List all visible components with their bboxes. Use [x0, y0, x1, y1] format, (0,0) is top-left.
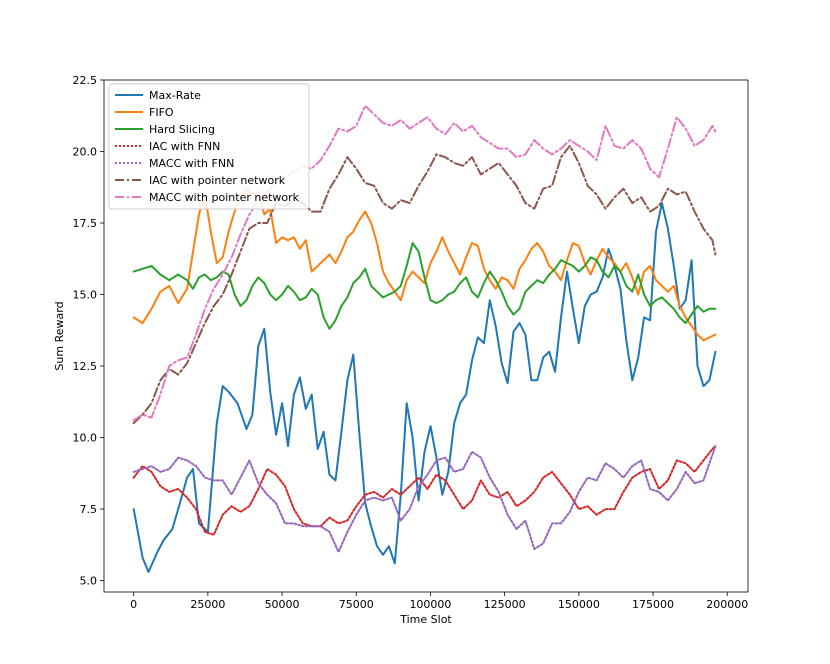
x-axis-label: Time Slot	[399, 613, 452, 626]
x-tick-label: 25000	[190, 598, 225, 611]
legend-label: IAC with pointer network	[149, 174, 286, 187]
x-tick-label: 100000	[409, 598, 451, 611]
y-tick-label: 12.5	[73, 360, 98, 373]
x-tick-label: 0	[130, 598, 137, 611]
y-tick-label: 20.0	[73, 146, 98, 159]
legend-label: Max-Rate	[149, 89, 201, 102]
series-line-7	[132, 104, 717, 422]
legend-label: Hard Slicing	[149, 123, 215, 136]
x-tick-label: 150000	[558, 598, 600, 611]
series-line-1	[132, 202, 717, 573]
y-axis-label: Sum Reward	[53, 301, 66, 370]
plot-frame	[103, 79, 749, 593]
legend: Max-Rate FIFO Hard Slicing IAC with FNN MACC…	[108, 83, 310, 210]
x-tick-label: 50000	[265, 598, 300, 611]
legend-label: IAC with FNN	[149, 140, 220, 153]
legend-box	[108, 83, 310, 210]
x-tick-label: 200000	[706, 598, 748, 611]
y-tick-label: 7.5	[80, 503, 98, 516]
x-tick-label: 75000	[339, 598, 374, 611]
y-tick-label: 17.5	[73, 217, 98, 230]
y-tick-label: 15.0	[73, 289, 98, 302]
x-tick-label: 125000	[484, 598, 526, 611]
series-group	[132, 104, 717, 573]
y-axis: 5.0 7.5 10.0 12.5 15.0 17.5 20.0 22.5	[73, 74, 104, 588]
y-tick-label: 5.0	[80, 575, 98, 588]
y-tick-label: 10.0	[73, 432, 98, 445]
series-line-4	[132, 445, 717, 536]
series-line-3	[132, 242, 717, 330]
legend-label: FIFO	[149, 106, 174, 119]
legend-label: MACC with FNN	[149, 157, 234, 170]
series-line-5	[132, 445, 717, 553]
y-tick-label: 22.5	[73, 74, 98, 87]
legend-label: MACC with pointer network	[149, 191, 300, 204]
series-line-6	[132, 144, 717, 425]
x-tick-label: 175000	[632, 598, 674, 611]
x-axis: 0 25000 50000 75000 100000 125000 150000 175000…	[130, 592, 748, 611]
